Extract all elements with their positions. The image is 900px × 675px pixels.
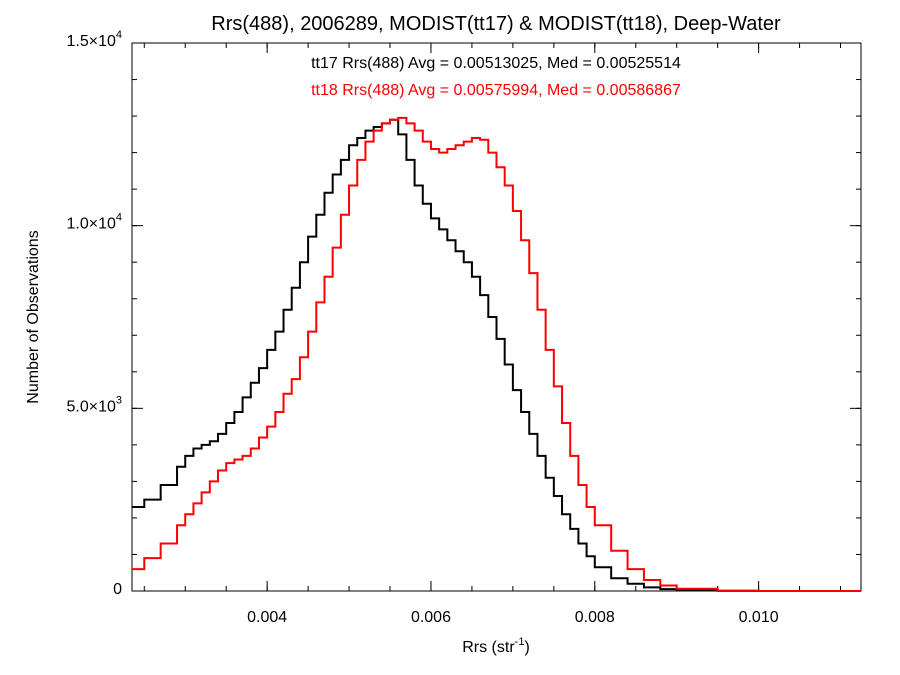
y-tick-label: 1.0×104 xyxy=(66,212,122,233)
x-axis-label-sup: -1 xyxy=(515,636,525,648)
stats-annotations: tt17 Rrs(488) Avg = 0.00513025, Med = 0.… xyxy=(311,55,681,99)
x-tick-label: 0.008 xyxy=(575,609,615,626)
x-axis-ticks: 0.004 0.006 0.008 0.010 xyxy=(143,43,842,626)
y-axis-label: Number of Observations xyxy=(25,230,42,403)
x-tick-label: 0.006 xyxy=(411,609,451,626)
chart-title: Rrs(488), 2006289, MODIST(tt17) & MODIST… xyxy=(211,13,781,35)
y-tick-label: 0 xyxy=(113,581,122,598)
y-axis-ticks: 0 5.0×103 1.0×104 1.5×104 xyxy=(66,29,861,598)
annotation-1: tt18 Rrs(488) Avg = 0.00575994, Med = 0.… xyxy=(311,82,681,99)
x-axis-label-main: Rrs (str xyxy=(462,639,515,656)
series-layer xyxy=(132,116,861,592)
plot-frame xyxy=(131,42,862,592)
annotation-0: tt17 Rrs(488) Avg = 0.00513025, Med = 0.… xyxy=(311,55,681,72)
series-line-1 xyxy=(132,116,861,592)
x-axis-label: Rrs (str-1) xyxy=(462,636,530,656)
x-tick-label: 0.004 xyxy=(247,609,287,626)
y-tick-label: 5.0×103 xyxy=(66,394,122,415)
series-line-0 xyxy=(132,118,861,592)
x-tick-label: 0.010 xyxy=(739,609,779,626)
x-axis-label-close: ) xyxy=(524,639,529,656)
y-tick-label: 1.5×104 xyxy=(66,29,122,50)
